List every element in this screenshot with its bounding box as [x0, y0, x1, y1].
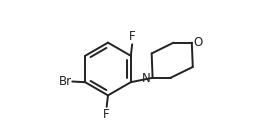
Text: N: N	[142, 72, 150, 85]
Text: F: F	[103, 108, 110, 121]
Text: F: F	[129, 30, 136, 43]
Text: O: O	[193, 36, 202, 49]
Text: Br: Br	[59, 75, 72, 88]
